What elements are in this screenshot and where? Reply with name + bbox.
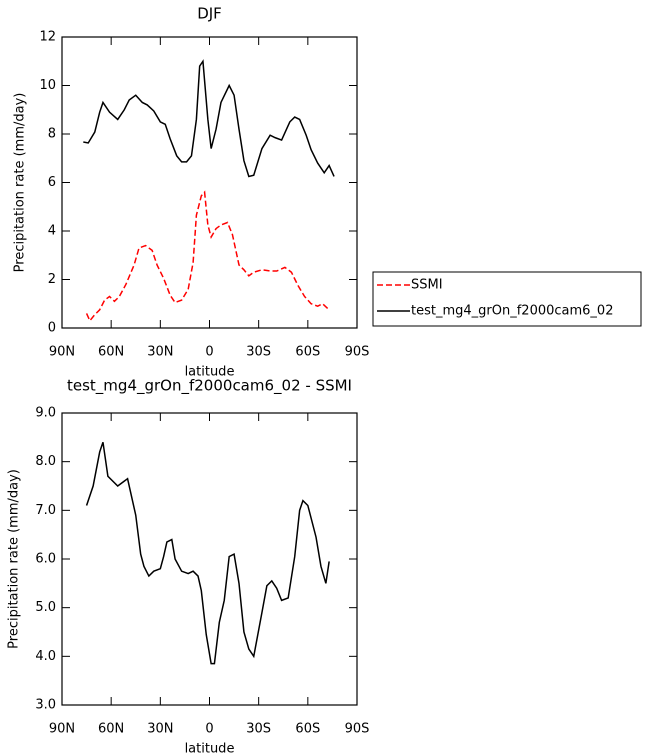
legend-box <box>372 271 642 327</box>
y-tick-label: 4.0 <box>35 649 56 664</box>
x-tick-label: 30S <box>246 722 271 737</box>
y-tick-label: 0 <box>48 321 56 336</box>
y-tick-label: 4 <box>48 224 56 239</box>
y-tick-label: 10 <box>39 78 56 93</box>
y-tick-label: 6.0 <box>35 552 56 567</box>
x-tick-label: 90N <box>49 345 75 360</box>
x-tick-label: 0 <box>205 345 213 360</box>
series-line <box>85 441 330 665</box>
y-tick-label: 3.0 <box>35 698 56 713</box>
x-axis-label: latitude <box>185 742 235 756</box>
x-tick-label: 60S <box>295 345 320 360</box>
x-tick-label: 30N <box>147 722 173 737</box>
x-tick-label: 60S <box>295 722 320 737</box>
y-tick-label: 6 <box>48 175 56 190</box>
x-tick-label: 90S <box>345 345 370 360</box>
series-line <box>83 59 335 178</box>
x-tick-label: 90N <box>49 722 75 737</box>
x-tick-label: 30N <box>147 345 173 360</box>
series-line <box>85 190 330 323</box>
x-tick-label: 60N <box>98 722 124 737</box>
y-tick-label: 12 <box>39 30 56 45</box>
y-axis-label: Precipitation rate (mm/day) <box>7 469 22 649</box>
x-tick-label: 60N <box>98 345 124 360</box>
legend-label: test_mg4_grOn_f2000cam6_02 <box>411 304 613 319</box>
x-tick-label: 30S <box>246 345 271 360</box>
y-tick-label: 2 <box>48 272 56 287</box>
chart-title: DJF <box>197 5 222 23</box>
plot-frame <box>61 412 358 706</box>
plot-frame <box>61 36 358 329</box>
y-tick-label: 7.0 <box>35 503 56 518</box>
x-tick-label: 0 <box>205 722 213 737</box>
y-tick-label: 9.0 <box>35 406 56 421</box>
chart-title: test_mg4_grOn_f2000cam6_02 - SSMI <box>67 377 352 396</box>
y-tick-label: 8.0 <box>35 454 56 469</box>
legend-label: SSMI <box>411 278 443 293</box>
x-tick-label: 90S <box>345 722 370 737</box>
x-axis-label: latitude <box>185 365 235 380</box>
y-tick-label: 5.0 <box>35 600 56 615</box>
y-tick-label: 8 <box>48 127 56 142</box>
y-axis-label: Precipitation rate (mm/day) <box>13 93 28 273</box>
